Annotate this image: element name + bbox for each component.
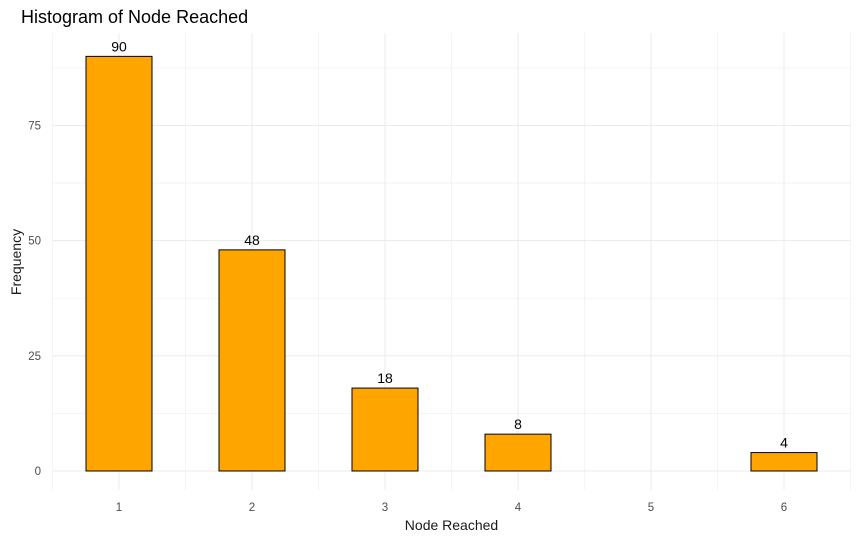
- bar-1: [85, 55, 153, 472]
- x-axis-title: Node Reached: [405, 517, 498, 533]
- bars: [85, 55, 818, 472]
- chart-title: Histogram of Node Reached: [21, 7, 248, 27]
- x-tick-label: 2: [249, 502, 255, 514]
- x-tick-label: 6: [781, 502, 787, 514]
- x-tick-label: 5: [648, 502, 654, 514]
- data-label-6: 4: [780, 435, 788, 451]
- grid-lines: [52, 33, 851, 490]
- x-tick-label: 3: [382, 502, 388, 514]
- x-tick-label: 1: [116, 502, 122, 514]
- x-tick-label: 4: [515, 502, 522, 514]
- bar-2: [218, 249, 286, 472]
- bar-4: [484, 433, 552, 472]
- x-axis-ticks: 1 2 3 4 5 6: [116, 502, 787, 514]
- y-axis-title: Frequency: [8, 229, 24, 295]
- data-labels: 90 48 18 8 4: [111, 38, 788, 450]
- y-tick-label: 50: [28, 236, 41, 248]
- data-label-4: 8: [514, 416, 522, 432]
- data-label-3: 18: [377, 370, 393, 386]
- y-tick-label: 0: [35, 466, 41, 478]
- y-tick-label: 75: [28, 120, 41, 132]
- data-label-1: 90: [111, 38, 127, 54]
- bar-3: [351, 387, 419, 472]
- y-tick-label: 25: [28, 351, 41, 363]
- data-label-2: 48: [244, 232, 260, 248]
- bar-6: [750, 452, 818, 472]
- y-axis-ticks: 0 25 50 75: [28, 120, 41, 478]
